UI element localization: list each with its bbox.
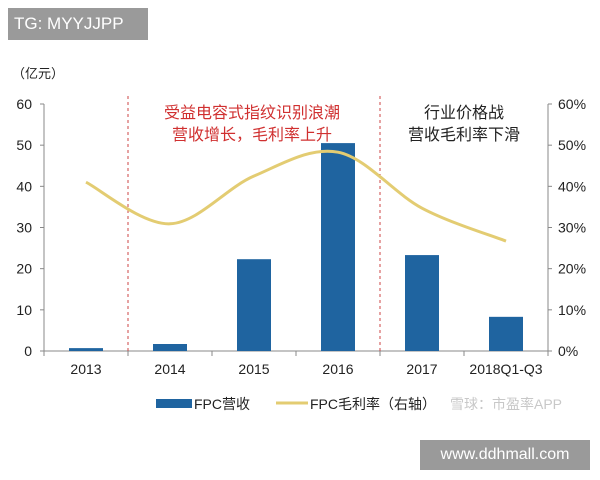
- legend-line-label: FPC毛利率（右轴）: [310, 396, 436, 412]
- y-unit-label: （亿元）: [12, 66, 64, 81]
- bar-2017: [405, 255, 439, 351]
- watermark: 雪球：市盈率APP: [450, 396, 562, 412]
- right-tick-label: 0%: [558, 343, 578, 359]
- bar-2015: [237, 259, 271, 351]
- tag-banner: TG: MYYJJPP: [8, 8, 148, 40]
- annotation-growth: 营收增长，毛利率上升: [172, 126, 332, 144]
- annotation-decline: 营收毛利率下滑: [408, 126, 520, 144]
- legend-bar-label: FPC营收: [194, 396, 250, 412]
- left-tick-label: 30: [16, 220, 32, 236]
- bar-2013: [69, 348, 103, 351]
- site-banner: www.ddhmall.com: [420, 440, 590, 470]
- x-tick-label: 2013: [70, 361, 101, 377]
- x-tick-label: 2017: [406, 361, 437, 377]
- legend-bar-swatch: [156, 399, 192, 408]
- right-tick-label: 60%: [558, 96, 586, 112]
- left-tick-label: 40: [16, 178, 32, 194]
- right-tick-label: 20%: [558, 261, 586, 277]
- left-tick-label: 10: [16, 302, 32, 318]
- bar-2018Q1-Q3: [489, 316, 523, 351]
- margin-line: [85, 149, 507, 243]
- x-tick-label: 2015: [238, 361, 269, 377]
- left-tick-label: 20: [16, 261, 32, 277]
- annotation-decline: 行业价格战: [424, 104, 504, 122]
- left-tick-label: 50: [16, 137, 32, 153]
- right-tick-label: 10%: [558, 302, 586, 318]
- annotation-growth: 受益电容式指纹识别浪潮: [164, 104, 340, 122]
- right-tick-label: 40%: [558, 178, 586, 194]
- x-tick-label: 2018Q1-Q3: [469, 361, 542, 377]
- right-tick-label: 30%: [558, 220, 586, 236]
- x-tick-label: 2016: [322, 361, 353, 377]
- left-tick-label: 60: [16, 96, 32, 112]
- bar-2014: [153, 344, 187, 351]
- right-tick-label: 50%: [558, 137, 586, 153]
- left-tick-label: 0: [24, 343, 32, 359]
- bar-2016: [321, 143, 355, 351]
- x-tick-label: 2014: [154, 361, 185, 377]
